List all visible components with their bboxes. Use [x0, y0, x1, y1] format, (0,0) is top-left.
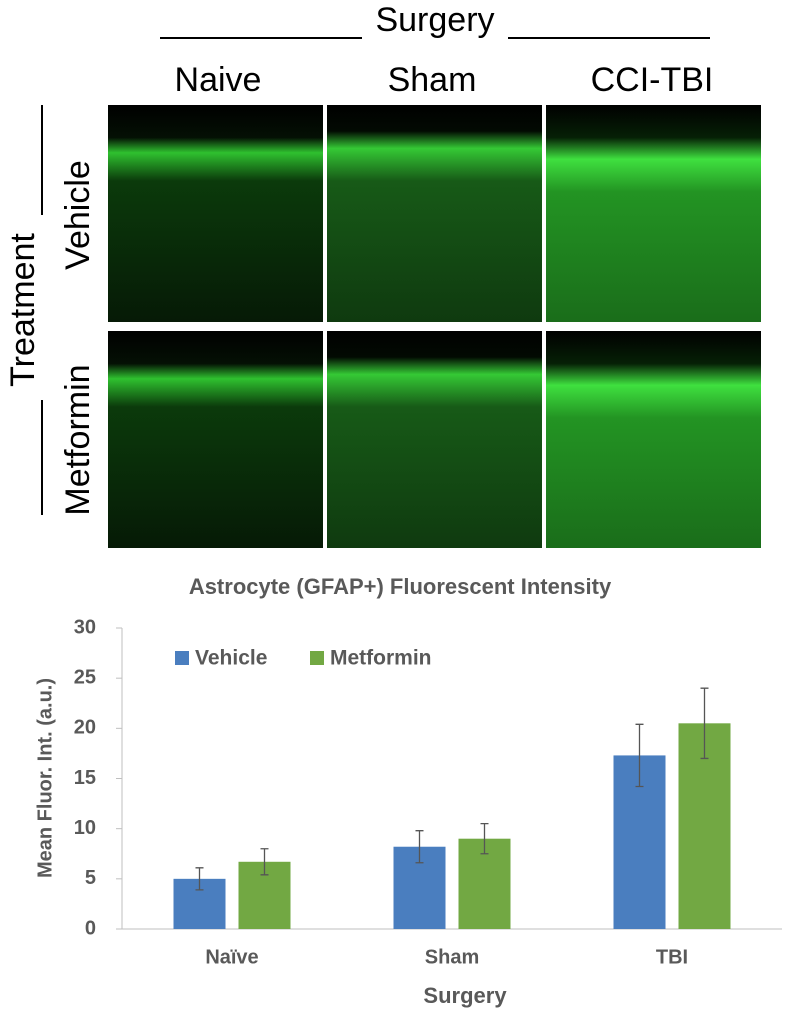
legend-label: Metformin — [330, 647, 432, 670]
chart-title: Astrocyte (GFAP+) Fluorescent Intensity — [189, 574, 612, 599]
row-label: Metformin — [59, 364, 97, 515]
column-label: Naive — [175, 61, 262, 99]
column-label: CCI-TBI — [591, 61, 714, 99]
column-label: Sham — [388, 61, 477, 99]
micrograph — [546, 331, 761, 548]
micrograph — [327, 105, 542, 322]
micrograph — [327, 331, 542, 548]
y-tick-label: 15 — [74, 767, 96, 789]
y-tick-label: 10 — [74, 817, 96, 839]
micrographs — [108, 105, 761, 548]
legend-swatch — [310, 651, 324, 665]
treatment-label: Treatment — [4, 233, 42, 387]
x-tick-label: Naïve — [205, 946, 258, 968]
y-tick-label: 25 — [74, 666, 96, 688]
error-bar — [195, 867, 204, 891]
error-bar — [415, 830, 424, 864]
error-bar — [480, 823, 489, 855]
micrograph — [108, 331, 323, 548]
y-tick-label: 5 — [85, 867, 96, 889]
x-tick-label: TBI — [656, 946, 688, 968]
error-bar — [260, 848, 269, 876]
y-tick-label: 20 — [74, 717, 96, 739]
y-axis-label: Mean Fluor. Int. (a.u.) — [34, 678, 56, 878]
legend-swatch — [175, 651, 189, 665]
error-bar — [700, 687, 709, 760]
micrograph — [546, 105, 761, 322]
surgery-label: Surgery — [375, 1, 494, 39]
micrograph — [108, 105, 323, 322]
y-tick-label: 0 — [85, 917, 96, 939]
row-label: Vehicle — [59, 160, 97, 270]
x-tick-label: Sham — [425, 946, 479, 968]
y-tick-label: 30 — [74, 616, 96, 638]
error-bar — [635, 723, 644, 788]
x-axis-label: Surgery — [423, 983, 507, 1008]
legend-label: Vehicle — [195, 647, 267, 670]
